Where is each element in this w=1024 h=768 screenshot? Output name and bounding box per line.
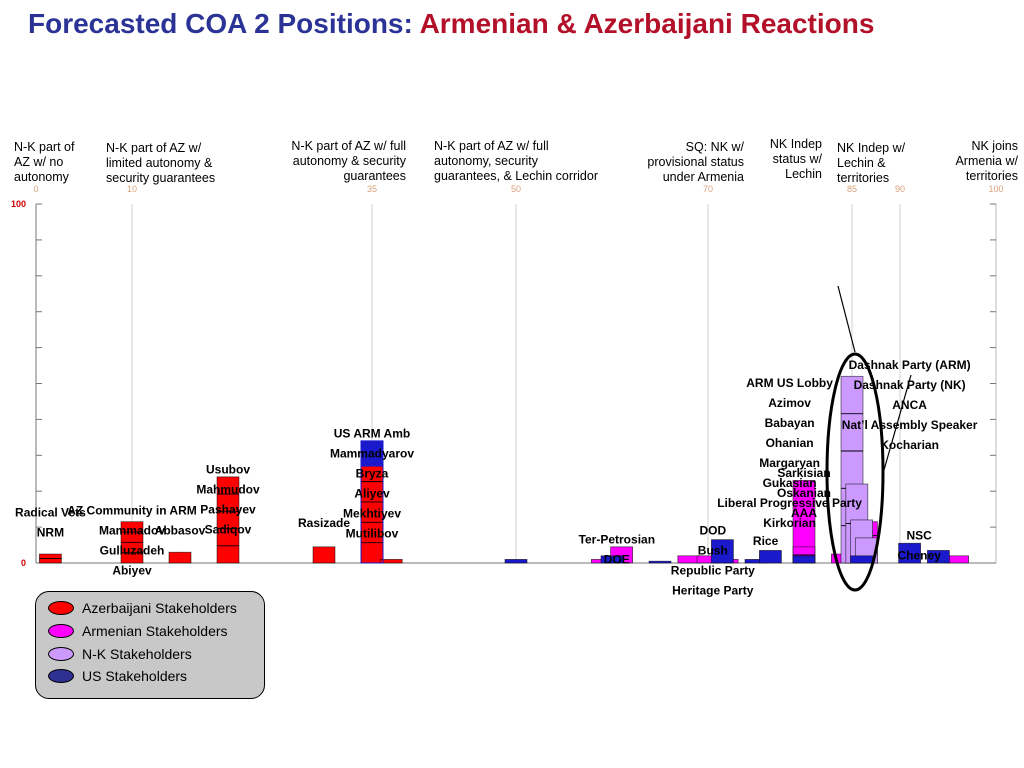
x-tick-label: 35 <box>367 184 377 194</box>
bar-us <box>850 555 873 564</box>
stakeholder-label: Cheney <box>898 549 942 563</box>
legend-label-us: US Stakeholders <box>82 668 188 684</box>
stakeholder-label: Kocharian <box>880 438 939 452</box>
bar-azerbaijani <box>168 551 192 564</box>
stakeholder-label: Azimov <box>768 396 811 410</box>
stakeholder-label: NSC <box>907 529 933 543</box>
y-tick-label: 100 <box>11 199 26 209</box>
stakeholder-label: Pashayev <box>200 502 256 516</box>
legend-item-armenian: Armenian Stakeholders <box>48 621 228 641</box>
legend-label-azerbaijani: Azerbaijani Stakeholders <box>82 600 237 616</box>
stakeholder-label: US ARM Amb <box>334 426 410 440</box>
bar-us <box>711 539 734 564</box>
x-tick-label: 90 <box>895 184 905 194</box>
title-part-1: Forecasted COA 2 Positions: <box>28 8 420 39</box>
x-tick-label: 50 <box>511 184 521 194</box>
bar-us <box>648 560 672 564</box>
bar-armenian <box>677 555 701 564</box>
pointer-arrow-left <box>837 285 856 353</box>
bar-us <box>898 542 921 564</box>
stakeholder-label: Dashnak Party (ARM) <box>849 358 971 372</box>
bar-azerbaijani <box>379 559 403 564</box>
stakeholder-label: Gukasian <box>763 476 817 490</box>
stakeholder-label: Babayan <box>765 416 815 430</box>
legend-label-armenian: Armenian Stakeholders <box>82 623 228 639</box>
stakeholder-label: Rasizade <box>298 516 350 530</box>
position-label-nk-indep-territories: NK Indep w/ Lechin & territories <box>837 141 906 185</box>
legend-swatch-azerbaijani <box>48 601 74 615</box>
stakeholder-label: Margaryan <box>759 456 820 470</box>
stakeholder-label: Liberal Progressive Party <box>717 496 862 510</box>
stakeholder-label: Oskanian <box>777 486 831 500</box>
x-tick-label: 0 <box>33 184 38 194</box>
stakeholder-label: DOD <box>699 523 726 537</box>
position-label-no-autonomy: N-K part of AZ w/ no autonomy <box>14 140 75 184</box>
stakeholder-label: Heritage Party <box>672 583 754 597</box>
stakeholder-label: Nat’l Assembly Speaker <box>842 418 978 432</box>
legend-swatch-armenian <box>48 624 74 638</box>
bar-us <box>600 555 624 564</box>
stakeholder-label: Republic Party <box>671 563 755 577</box>
stakeholder-label: Mammadyarov <box>330 446 414 460</box>
position-label-limited-autonomy: N-K part of AZ w/ limited autonomy & sec… <box>106 141 216 185</box>
bar-armenian <box>946 555 969 564</box>
bar-us <box>759 550 782 564</box>
x-tick-label: 70 <box>703 184 713 194</box>
legend-swatch-us <box>48 669 74 683</box>
stakeholder-label: Mutilibov <box>346 526 399 540</box>
stakeholder-label: Gulluzadeh <box>100 544 165 558</box>
pointer-arrow-right <box>883 374 912 471</box>
stakeholder-label: Rice <box>753 534 779 548</box>
stakeholder-label: Sadiqov <box>205 522 252 536</box>
stakeholder-label: NRM <box>37 525 64 539</box>
bar-outline-us <box>360 440 384 564</box>
stakeholder-label: Radical Vets <box>15 505 86 519</box>
stakeholder-label: ANCA <box>892 398 927 412</box>
legend-item-us: US Stakeholders <box>48 666 187 686</box>
position-label-lechin-corridor: N-K part of AZ w/ full autonomy, securit… <box>434 139 598 183</box>
stakeholder-label: ARM US Lobby <box>746 376 833 390</box>
stakeholder-label: Bryza <box>356 466 389 480</box>
position-label-status-quo: SQ: NK w/ provisional status under Armen… <box>647 140 744 184</box>
stakeholder-label: Aliyev <box>354 486 390 500</box>
position-label-full-autonomy: N-K part of AZ w/ full autonomy & securi… <box>291 139 406 183</box>
stakeholder-label: Ter-Petrosian <box>579 532 655 546</box>
stakeholder-label: Ohanian <box>766 436 814 450</box>
stakeholder-label: Abiyev <box>112 564 152 578</box>
legend-label-nk: N-K Stakeholders <box>82 646 192 662</box>
bar-us <box>504 559 528 564</box>
stakeholder-label: Abbasov <box>155 523 206 537</box>
stakeholder-label: Mammadov <box>99 524 165 538</box>
highlight-ellipse <box>825 352 885 592</box>
stakeholder-label: Mahmudov <box>196 482 260 496</box>
position-label-nk-indep-lechin: NK Indep status w/ Lechin <box>769 137 822 181</box>
title-part-2: Armenian & Azerbaijani Reactions <box>419 8 875 39</box>
stakeholder-label: Usubov <box>206 462 250 476</box>
slide-title: Forecasted COA 2 Positions: Armenian & A… <box>28 8 874 40</box>
position-label-nk-joins-armenia: NK joins Armenia w/ territories <box>955 139 1018 183</box>
stakeholder-label: Mekhtiyev <box>343 506 401 520</box>
legend-box: Azerbaijani Stakeholders Armenian Stakeh… <box>35 591 265 699</box>
x-tick-label: 85 <box>847 184 857 194</box>
legend-item-nk: N-K Stakeholders <box>48 644 192 664</box>
stakeholder-label: AZ Community in ARM <box>67 504 197 518</box>
bar-us <box>927 550 950 564</box>
bar-azerbaijani <box>216 476 240 564</box>
stakeholder-label: AAA <box>791 506 817 520</box>
x-tick-label: 10 <box>127 184 137 194</box>
x-tick-label: 100 <box>988 184 1003 194</box>
bar-azerbaijani <box>312 546 336 564</box>
stakeholder-label: Kirkorian <box>763 516 816 530</box>
stakeholder-label: Bush <box>698 543 728 557</box>
stakeholder-label: Dashnak Party (NK) <box>854 378 966 392</box>
y-tick-label: 0 <box>21 558 26 568</box>
stakeholder-label: Sarkisian <box>777 466 830 480</box>
bar-us <box>792 555 816 564</box>
legend-swatch-nk <box>48 647 74 661</box>
legend-item-azerbaijani: Azerbaijani Stakeholders <box>48 598 237 618</box>
stakeholder-label: DOE <box>604 552 630 566</box>
